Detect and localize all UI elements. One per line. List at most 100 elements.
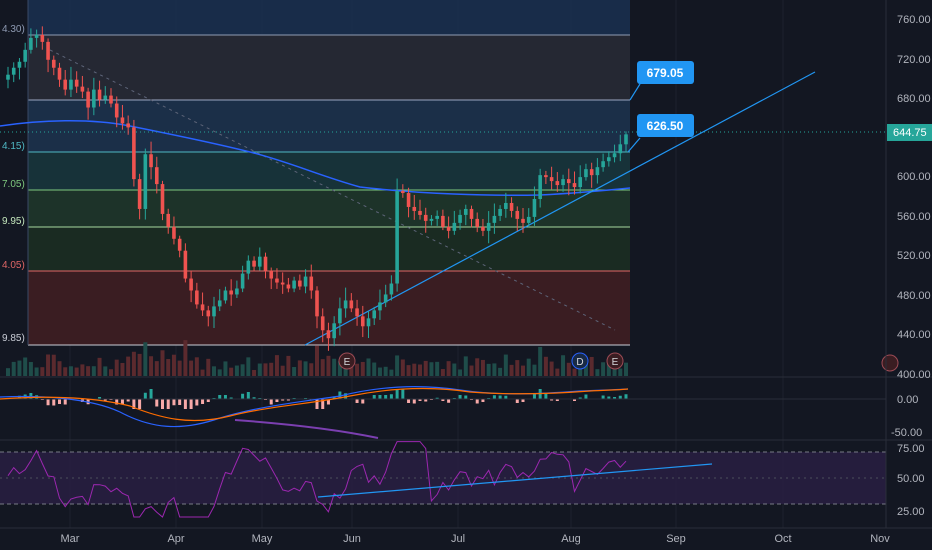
candle-body xyxy=(601,161,605,168)
callout-626[interactable]: 626.50 xyxy=(627,114,694,153)
volume-bar xyxy=(143,342,148,376)
rsi-pane[interactable] xyxy=(0,441,886,518)
volume-bar xyxy=(618,368,623,376)
candle-body xyxy=(595,167,600,176)
volume-bar xyxy=(257,363,262,376)
volume-bar xyxy=(114,359,119,376)
candle-body xyxy=(452,222,457,231)
candle-body xyxy=(584,169,588,178)
candle-body xyxy=(57,67,62,80)
volume-bar xyxy=(503,354,508,376)
candle-body xyxy=(406,193,411,207)
macd-axis[interactable]: 0.00 -50.00 xyxy=(891,394,922,439)
candle-body xyxy=(401,191,405,194)
macd-histogram-bar xyxy=(544,393,548,399)
candle-body xyxy=(34,34,39,38)
volume-bar xyxy=(469,365,474,376)
price-tick: 560.00 xyxy=(897,211,931,223)
candle-body xyxy=(544,175,548,178)
macd-tick: -50.00 xyxy=(891,427,922,439)
volume-bar xyxy=(418,364,422,376)
candle-body xyxy=(446,226,451,231)
candle-body xyxy=(80,86,85,92)
volume-bar xyxy=(440,369,445,376)
candle-body xyxy=(378,302,382,311)
price-axis[interactable]: 760.00 720.00 680.00 600.00 560.00 520.0… xyxy=(897,14,931,381)
macd-histogram-bar xyxy=(52,399,56,406)
candle-body xyxy=(23,49,27,62)
rising-trend-line[interactable] xyxy=(304,71,816,346)
dividend-marker[interactable]: D xyxy=(571,352,589,370)
candle-body xyxy=(475,218,480,227)
candle-body xyxy=(51,59,56,68)
macd-histogram-bar xyxy=(286,399,290,401)
macd-divergence-line[interactable] xyxy=(234,419,379,439)
volume-bar xyxy=(86,366,91,376)
volume-bar xyxy=(137,353,142,376)
volume-bar xyxy=(286,355,291,376)
volume-bar xyxy=(23,357,28,376)
volume-bar xyxy=(595,369,600,376)
macd-histogram-bar xyxy=(155,399,159,407)
candle-body xyxy=(160,184,165,214)
macd-histogram-bar xyxy=(532,393,536,399)
volume-bar xyxy=(366,358,371,376)
macd-histogram-bar xyxy=(189,399,193,409)
dotted-trend-line[interactable] xyxy=(49,49,616,331)
rsi-axis[interactable]: 75.00 50.00 25.00 xyxy=(897,443,925,518)
volume-bar xyxy=(120,362,125,376)
volume-bar xyxy=(97,357,102,376)
candle-body xyxy=(109,95,113,104)
macd-histogram-bar xyxy=(573,399,576,401)
time-tick: Mar xyxy=(61,533,80,545)
candle-body xyxy=(86,91,90,108)
macd-histogram-bar xyxy=(447,399,451,403)
macd-histogram-bar xyxy=(161,399,164,409)
macd-histogram-bar xyxy=(412,399,416,404)
macd-histogram-bar xyxy=(206,399,210,402)
candle-body xyxy=(183,250,188,279)
volume-bar xyxy=(183,340,188,376)
candle-body xyxy=(309,276,314,291)
volume-bars xyxy=(6,340,628,376)
volume-bar xyxy=(189,360,194,376)
candle-body xyxy=(63,79,68,90)
macd-histogram-bar xyxy=(120,399,124,404)
macd-histogram-bar xyxy=(218,395,222,399)
macd-histogram-bar xyxy=(555,399,559,401)
fib-band-5 xyxy=(28,227,630,271)
signal-line xyxy=(0,387,629,422)
volume-bar xyxy=(383,366,388,376)
candle-body xyxy=(360,316,365,327)
macd-histogram-bar xyxy=(618,395,622,399)
macd-pane[interactable] xyxy=(0,386,886,439)
volume-bar xyxy=(57,361,62,376)
macd-histogram-bar xyxy=(229,397,233,399)
macd-histogram-bar xyxy=(138,399,142,409)
svg-text:E: E xyxy=(612,357,619,368)
macd-histogram-bar xyxy=(378,395,382,399)
right-edge-marker[interactable] xyxy=(881,354,899,372)
candle-body xyxy=(189,278,193,291)
macd-histogram-bar xyxy=(458,395,462,399)
candle-body xyxy=(463,208,468,215)
callout-679[interactable]: 679.05 xyxy=(629,61,694,101)
macd-histogram-bar xyxy=(613,397,617,399)
candle-body xyxy=(469,208,474,219)
volume-bar xyxy=(252,369,257,376)
candle-body xyxy=(412,206,417,211)
earnings-marker[interactable]: E xyxy=(606,352,624,370)
candle-body xyxy=(555,181,560,186)
candle-body xyxy=(332,323,336,339)
rsi-trend-line[interactable] xyxy=(317,463,713,498)
volume-bar xyxy=(240,364,245,376)
time-axis[interactable]: Mar Apr May Jun Jul Aug Sep Oct Nov xyxy=(61,533,891,545)
candle-body xyxy=(280,282,285,285)
volume-bar xyxy=(217,369,222,376)
earnings-marker[interactable]: E xyxy=(338,352,356,370)
time-tick: Oct xyxy=(774,533,791,545)
volume-bar xyxy=(6,368,10,376)
candle-body xyxy=(429,218,434,221)
volume-bar xyxy=(589,356,594,376)
